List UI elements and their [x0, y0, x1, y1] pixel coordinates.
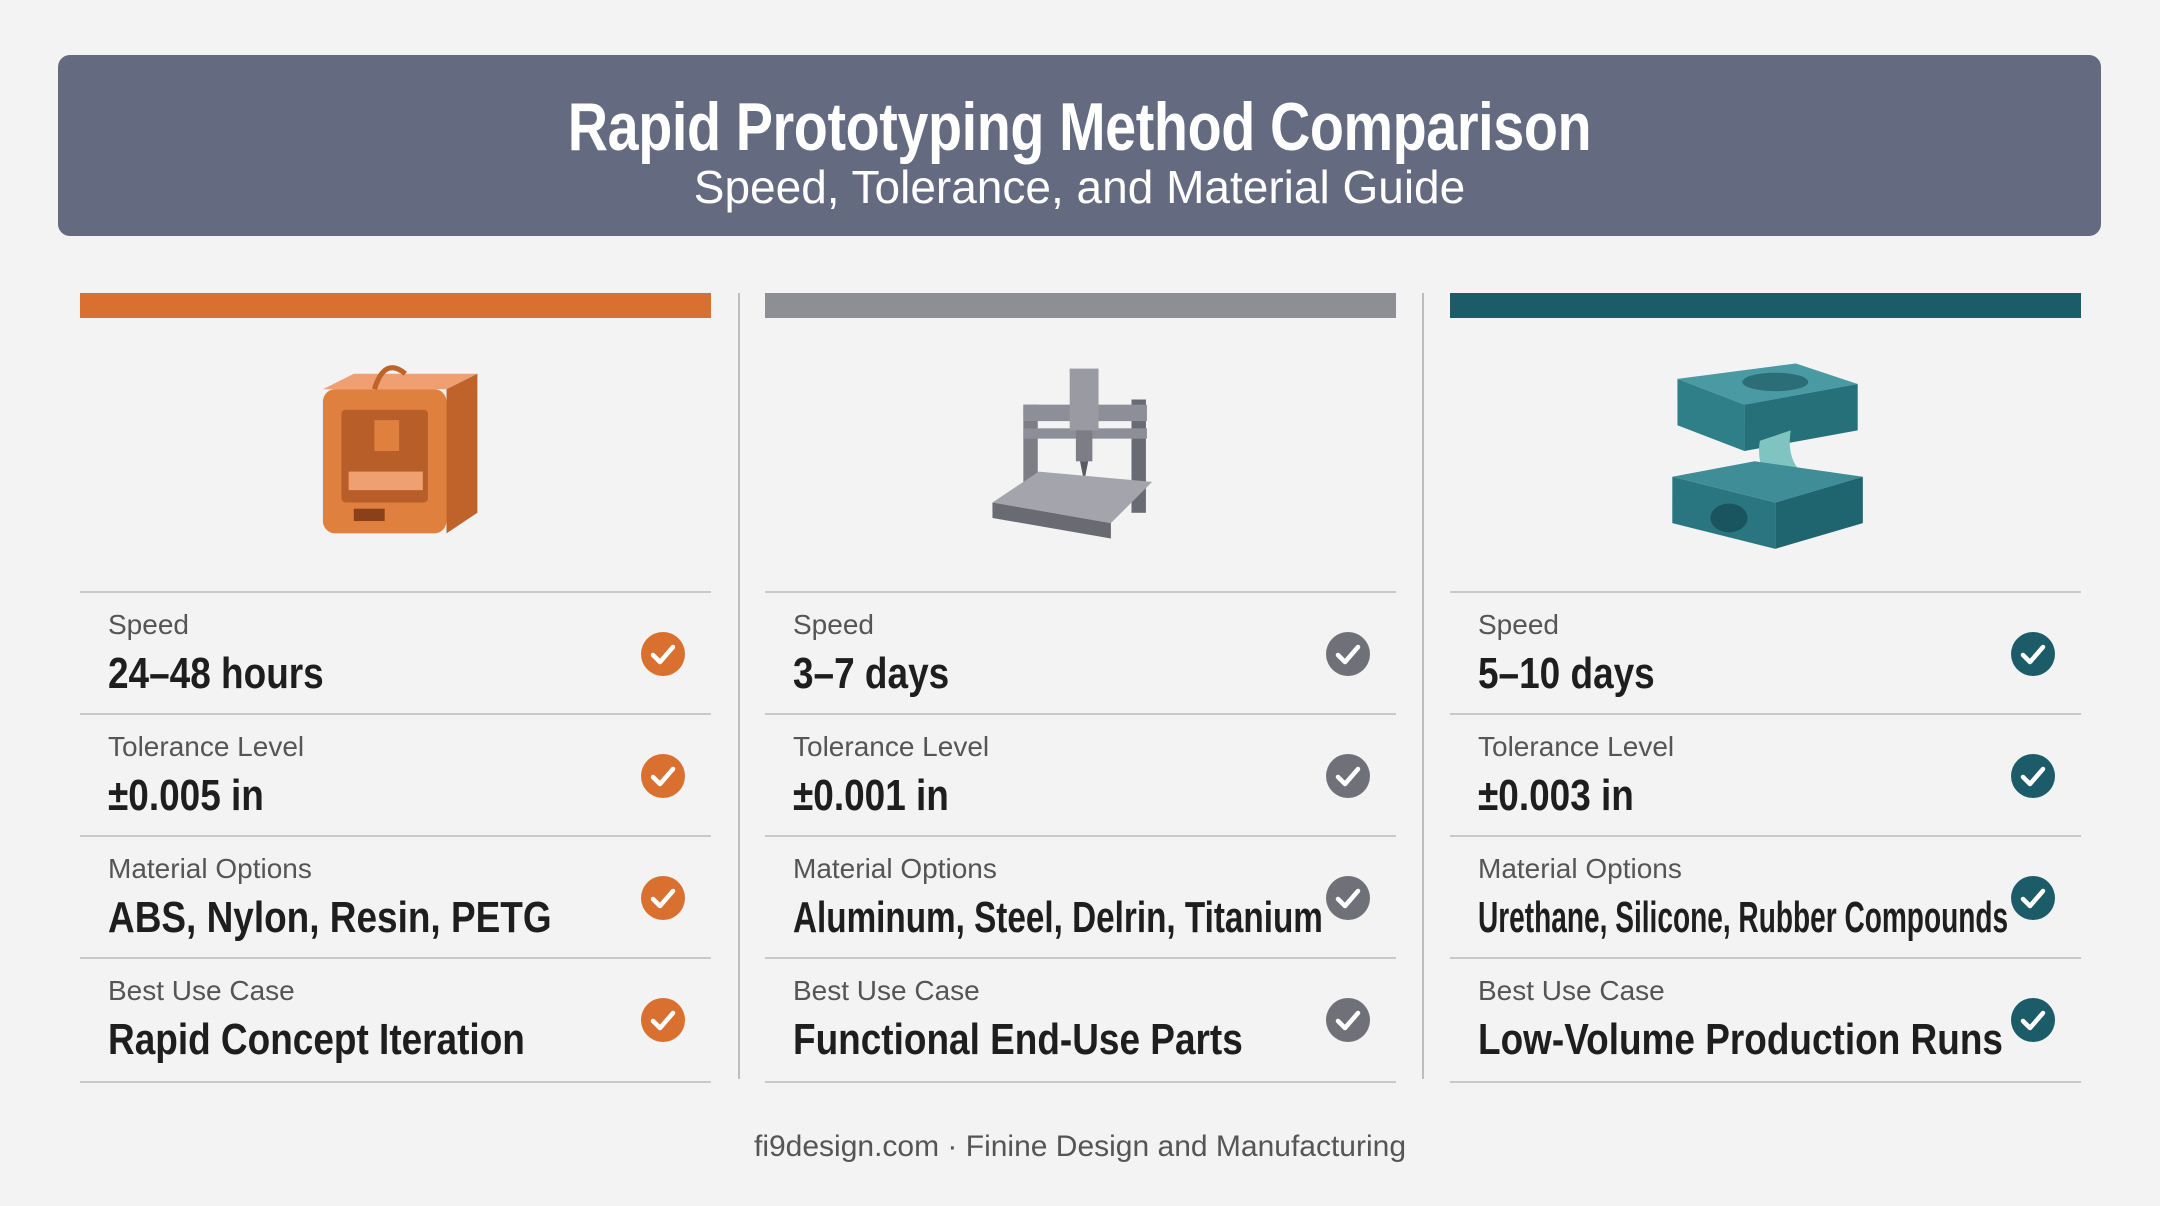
row-label: Tolerance Level: [108, 731, 305, 762]
info-row: Material Options Urethane, Silicone, Rubb…: [1450, 835, 2081, 959]
column: Speed 24–48 hours Tolerance Level ±0.005 in…: [80, 293, 711, 1083]
check-icon: [1326, 632, 1370, 676]
check-icon: [641, 632, 685, 676]
row-value: ABS, Nylon, Resin, PETG: [108, 893, 552, 942]
mold-icon: [1672, 363, 1863, 549]
info-row: Tolerance Level ±0.001 in: [765, 713, 1396, 837]
row-value: 24–48 hours: [108, 649, 324, 698]
info-row: Speed 24–48 hours: [80, 591, 711, 715]
check-icon: [1326, 998, 1370, 1042]
info-row: Material Options ABS, Nylon, Resin, PETG: [80, 835, 711, 959]
row-label: Best Use Case: [793, 975, 980, 1006]
info-row: Tolerance Level ±0.003 in: [1450, 713, 2081, 837]
info-row: Material Options Aluminum, Steel, Delrin,…: [765, 835, 1396, 959]
check-icon: [641, 998, 685, 1042]
row-value: Functional End-Use Parts: [793, 1015, 1243, 1064]
printer-icon: [322, 365, 478, 534]
row-value: 3–7 days: [793, 649, 950, 698]
info-row: Tolerance Level ±0.005 in: [80, 713, 711, 837]
row-value: ±0.005 in: [108, 771, 264, 820]
color-bar: [765, 293, 1396, 318]
row-label: Material Options: [108, 853, 312, 884]
check-icon: [2011, 998, 2055, 1042]
check-icon: [1326, 876, 1370, 920]
info-row: Best Use Case Functional End-Use Parts: [765, 957, 1396, 1083]
cnc-icon: [992, 368, 1153, 539]
row-value: 5–10 days: [1478, 649, 1655, 698]
check-icon: [641, 754, 685, 798]
row-label: Speed: [793, 609, 874, 640]
row-label: Speed: [1478, 609, 1559, 640]
row-value: Rapid Concept Iteration: [108, 1015, 525, 1064]
column: Speed 5–10 days Tolerance Level ±0.003 in Ma…: [1450, 293, 2081, 1083]
row-label: Speed: [108, 609, 189, 640]
footer: fi9design.com · Finine Design and Manufa…: [753, 1130, 1407, 1163]
row-value: Aluminum, Steel, Delrin, Titanium: [793, 893, 1323, 942]
check-icon: [2011, 632, 2055, 676]
info-row: Speed 3–7 days: [765, 591, 1396, 715]
row-label: Material Options: [1478, 853, 1682, 884]
row-label: Best Use Case: [108, 975, 295, 1006]
column-divider: [1422, 293, 1424, 1079]
info-row: Best Use Case Low-Volume Production Runs: [1450, 957, 2081, 1083]
row-label: Tolerance Level: [793, 731, 990, 762]
subtitle: Speed, Tolerance, and Material Guide: [693, 161, 1466, 213]
row-value: ±0.003 in: [1478, 771, 1634, 820]
row-label: Best Use Case: [1478, 975, 1665, 1006]
row-label: Tolerance Level: [1478, 731, 1675, 762]
header-banner: Rapid Prototyping Method Comparison Spee…: [58, 55, 2101, 236]
check-icon: [2011, 754, 2055, 798]
column: Speed 3–7 days Tolerance Level ±0.001 in Mat…: [765, 293, 1396, 1083]
row-value: ±0.001 in: [793, 771, 949, 820]
row-value: Urethane, Silicone, Rubber Compounds: [1478, 893, 2009, 942]
column-divider: [738, 293, 740, 1079]
color-bar: [80, 293, 711, 318]
info-row: Speed 5–10 days: [1450, 591, 2081, 715]
check-icon: [641, 876, 685, 920]
info-row: Best Use Case Rapid Concept Iteration: [80, 957, 711, 1083]
check-icon: [1326, 754, 1370, 798]
color-bar: [1450, 293, 2081, 318]
row-value: Low-Volume Production Runs: [1478, 1015, 2003, 1064]
check-icon: [2011, 876, 2055, 920]
title: Rapid Prototyping Method Comparison: [567, 89, 1592, 165]
row-label: Material Options: [793, 853, 997, 884]
